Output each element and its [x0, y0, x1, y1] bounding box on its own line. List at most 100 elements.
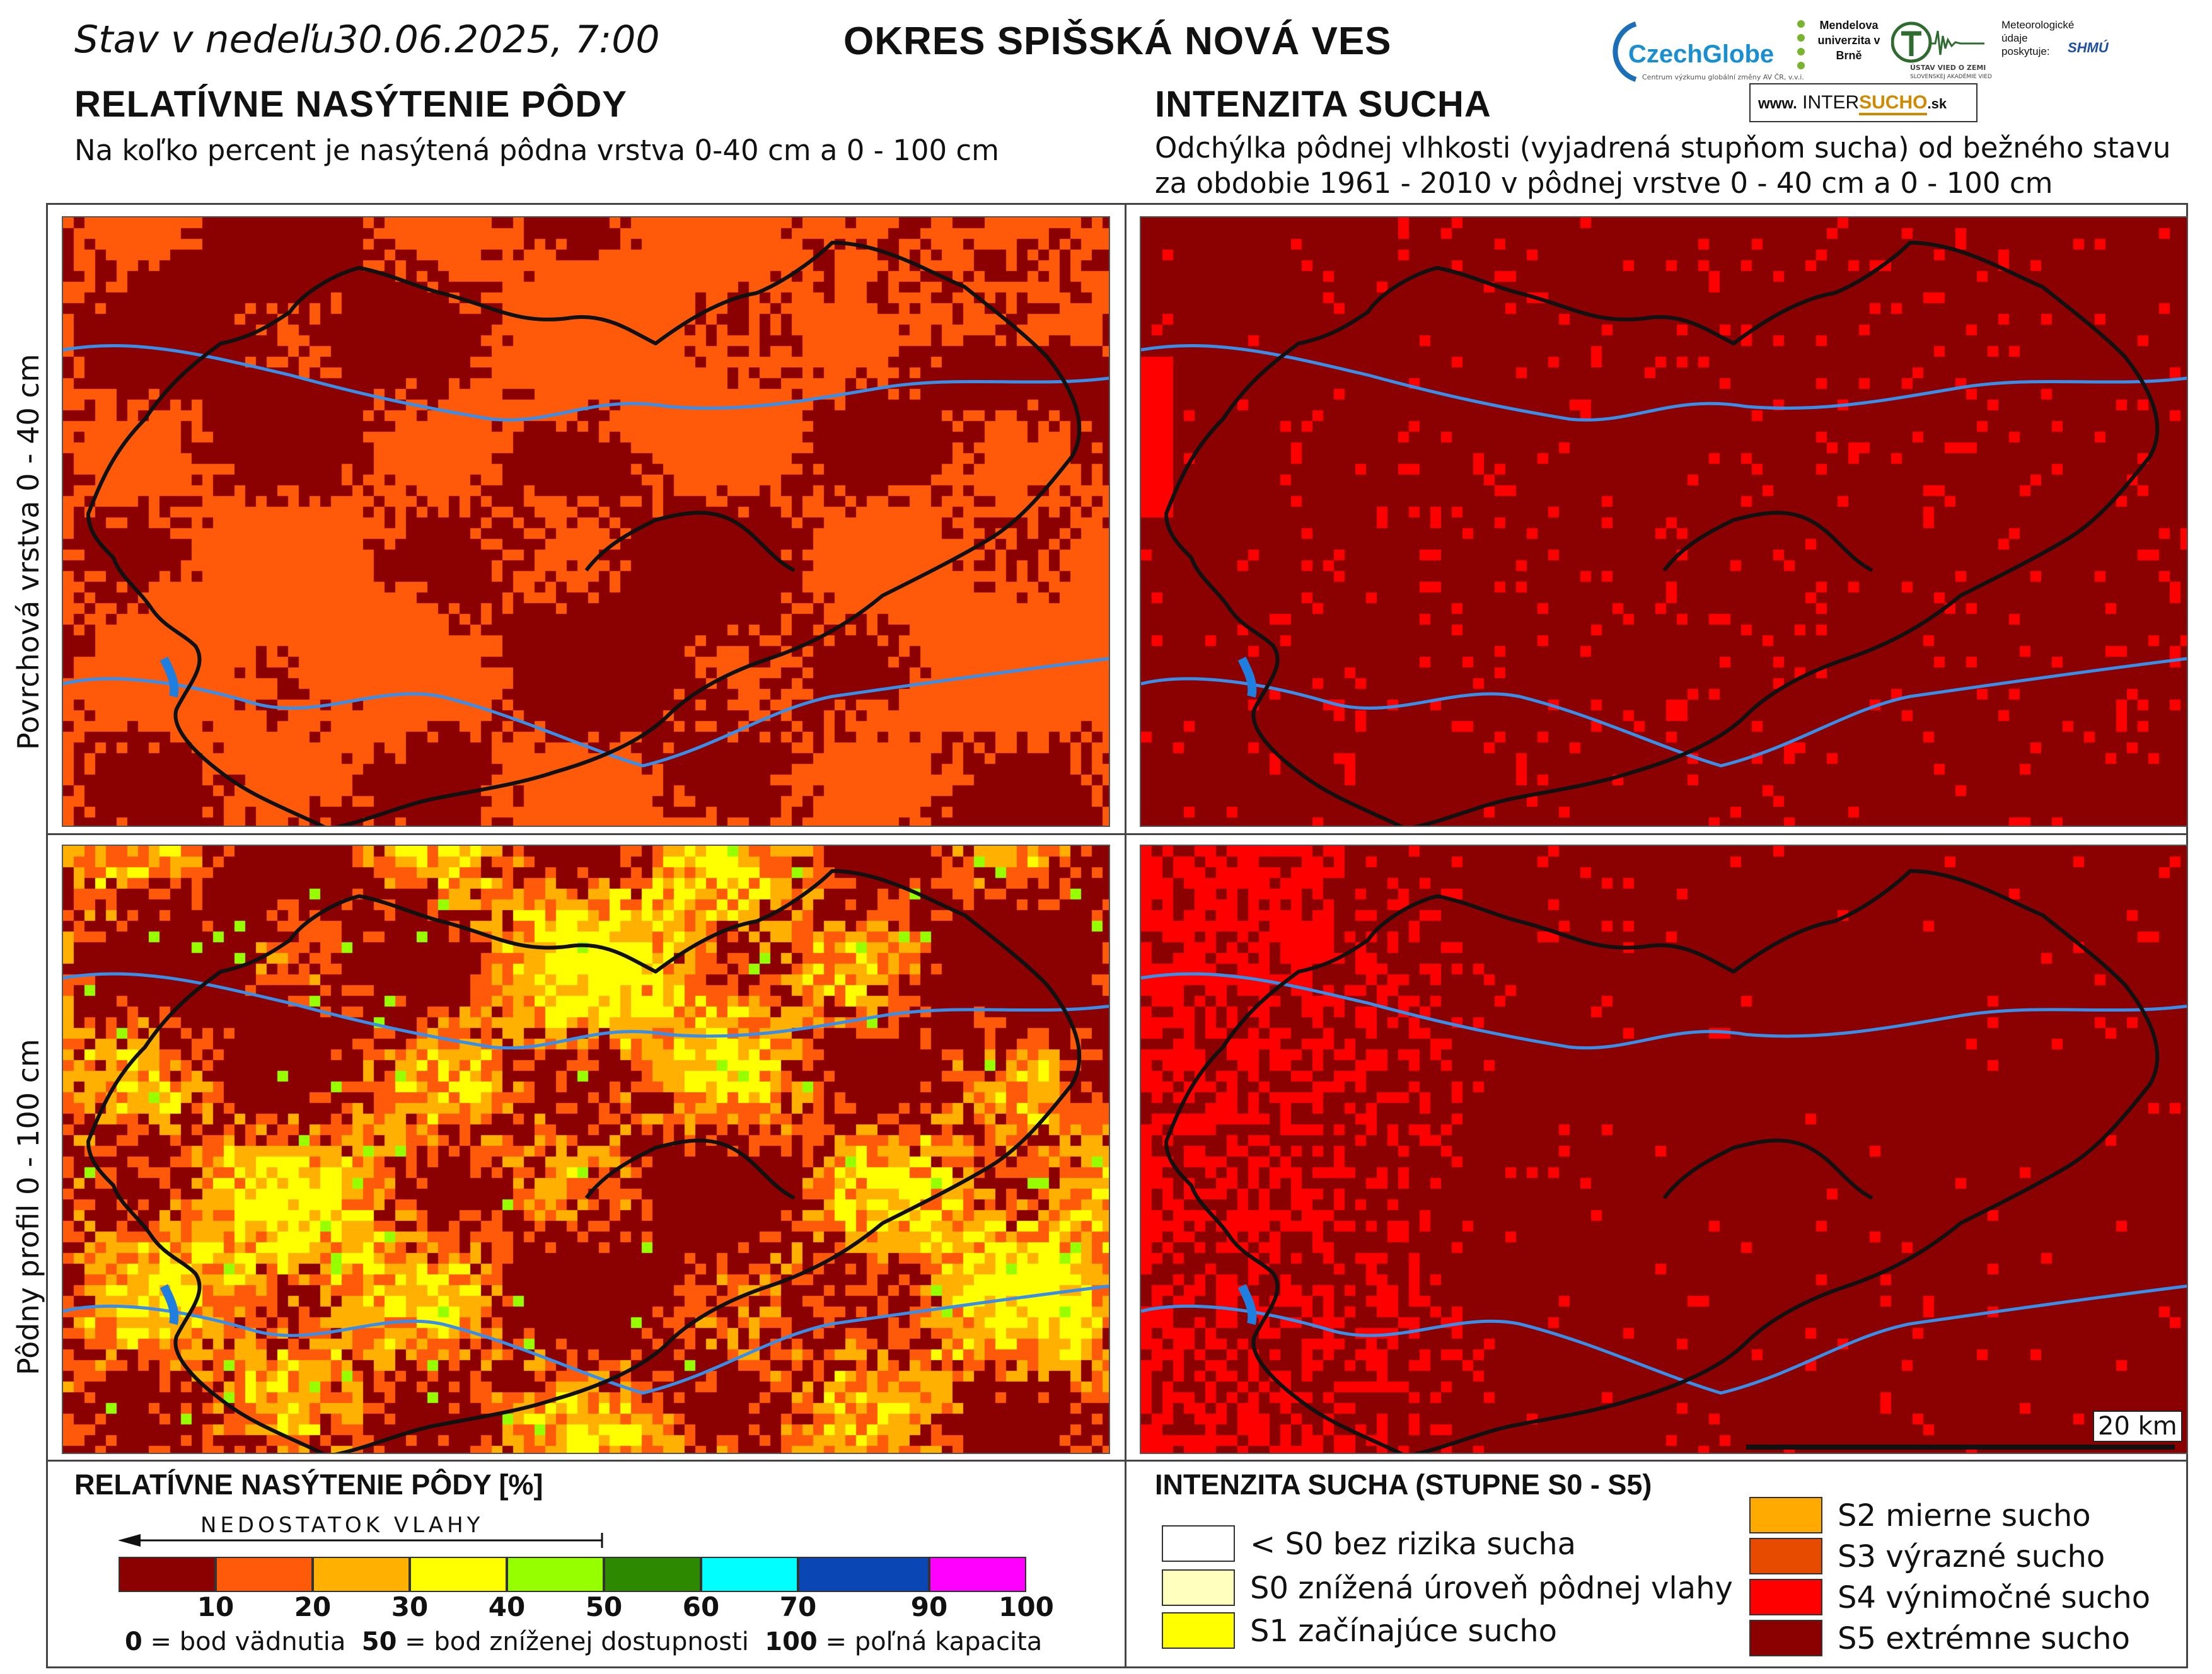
colorbar-tick: 50: [585, 1591, 623, 1622]
reservoir: [159, 1284, 179, 1325]
mendel-name: Mendelova univerzita v Brně: [1817, 19, 1880, 62]
colorbar-tick: 100: [999, 1591, 1054, 1622]
colorbar-tick: 20: [294, 1591, 332, 1622]
note-100: 100: [765, 1627, 818, 1656]
czechglobe-sub: Centrum výzkumu globální změny AV ČR, v.…: [1642, 73, 1804, 81]
colorbar-tick: 30: [391, 1591, 429, 1622]
colorbar-ticks: 10 20 30 40 50 60 70 90 100: [0, 1591, 1135, 1629]
drought-label: S0 znížená úroveň pôdnej vlahy: [1250, 1571, 1733, 1606]
reservoir: [1237, 1284, 1257, 1325]
intersucho-a: INTER: [1802, 92, 1860, 113]
right-section-subtitle-1: Odchýlka pôdnej vlhkosti (vyjadrená stup…: [1155, 131, 2171, 165]
czechglobe-name: CzechGlobe: [1628, 40, 1775, 68]
colorbar-tick: 60: [682, 1591, 720, 1622]
drought-label: S5 extrémne sucho: [1838, 1621, 2130, 1656]
shmu-logo: SHMÚ: [2068, 40, 2109, 55]
page-title: OKRES SPIŠSKÁ NOVÁ VES: [843, 20, 1392, 63]
colorbar-bin-5: [507, 1557, 604, 1592]
legend-divider: [46, 1460, 2188, 1462]
colorbar-bin-7: [701, 1557, 798, 1592]
drought-label: < S0 bez rizika sucha: [1250, 1527, 1577, 1562]
district-inner-line: [584, 1138, 796, 1200]
river-hnilec: [63, 657, 1109, 768]
czechglobe-arc-icon: [1613, 21, 1637, 82]
scale-bar: [1746, 1445, 2175, 1450]
drought-label: S4 výnimočné sucho: [1838, 1580, 2151, 1615]
colorbar-bin-9: [929, 1557, 1026, 1592]
district-boundary: [1164, 241, 2160, 826]
horizontal-divider: [46, 833, 2188, 835]
intersucho-www: www.: [1758, 95, 1797, 112]
intersucho-c: .sk: [1927, 96, 1947, 112]
colorbar-bin-8: [798, 1557, 929, 1592]
partner-logos: CzechGlobe Centrum výzkumu globální změn…: [1604, 9, 2134, 122]
drought-label: S2 mierne sucho: [1838, 1498, 2091, 1533]
district-boundary: [86, 869, 1082, 1453]
row-label-bottom: Pôdny profil 0 - 100 cm: [11, 1039, 45, 1375]
river-hnilec: [1141, 657, 2187, 768]
map-overlay-dr-top: [1141, 241, 2187, 826]
drought-swatch: [1749, 1538, 1822, 1574]
drought-swatch: [1162, 1612, 1235, 1649]
map-overlay-dr-prof: [1141, 869, 2187, 1453]
colorbar-tick: 70: [779, 1591, 817, 1622]
river-hnilec: [1141, 1284, 2187, 1395]
map-drought-topsoil: [1140, 216, 2188, 827]
uvz-seismo-icon: [1891, 21, 1984, 63]
czechglobe-logo: CzechGlobe Centrum výzkumu globální změn…: [1604, 15, 1804, 84]
district-boundary: [1164, 869, 2160, 1453]
drought-swatch: [1162, 1569, 1235, 1606]
mendel-logo: Mendelova univerzita v Brně: [1793, 15, 1913, 78]
mendel-dots-icon: [1797, 20, 1805, 69]
district-boundary: [86, 241, 1082, 826]
left-section-title: RELATÍVNE NASÝTENIE PÔDY: [74, 84, 627, 125]
note-50-text: = bod zníženej dostupnosti: [397, 1627, 749, 1656]
note-100-text: = poľná kapacita: [817, 1627, 1043, 1656]
drought-swatch: [1749, 1620, 1822, 1656]
legend-right-title: INTENZITA SUCHA (STUPNE S0 - S5): [1155, 1469, 1652, 1501]
legend-arrow-label: NEDOSTATOK VLAHY: [200, 1513, 484, 1538]
met-provider-text: Meteorologické údaje poskytuje:: [2001, 19, 2075, 57]
colorbar-bin-6: [604, 1557, 701, 1592]
legend-left-note: 0 = bod vädnutia 50 = bod zníženej dostu…: [125, 1627, 1042, 1656]
note-0-text: = bod vädnutia: [142, 1627, 346, 1656]
drought-label: S3 výrazné sucho: [1838, 1539, 2105, 1574]
river-hornad: [1141, 972, 2187, 1050]
vertical-divider: [1125, 203, 1126, 1668]
drought-swatch: [1162, 1525, 1235, 1562]
note-0: 0: [125, 1627, 142, 1656]
map-overlay-sat-top: [63, 241, 1109, 826]
colorbar-bin-1: [119, 1557, 216, 1592]
colorbar-tick: 10: [197, 1591, 235, 1622]
colorbar-bin-2: [216, 1557, 313, 1592]
drought-swatch: [1749, 1497, 1822, 1533]
colorbar-bin-4: [410, 1557, 507, 1592]
row-label-top: Povrchová vrstva 0 - 40 cm: [11, 354, 45, 750]
map-saturation-profile: [62, 845, 1110, 1454]
map-overlay-sat-prof: [63, 869, 1109, 1453]
river-hornad: [63, 972, 1109, 1050]
met-provider: Meteorologické údaje poskytuje: SHMÚ: [2001, 18, 2128, 58]
map-saturation-topsoil: [62, 216, 1110, 827]
river-hornad: [63, 344, 1109, 422]
left-section-subtitle: Na koľko percent je nasýtená pôdna vrstv…: [74, 134, 999, 167]
date-stamp: Stav v nedeľu30.06.2025, 7:00: [74, 18, 660, 62]
colorbar-bin-3: [313, 1557, 410, 1592]
scale-bar-label: 20 km: [2093, 1411, 2182, 1442]
colorbar-tick: 40: [488, 1591, 526, 1622]
reservoir: [159, 656, 179, 698]
district-inner-line: [1662, 1138, 1873, 1200]
colorbar-tick: 90: [910, 1591, 948, 1622]
river-hnilec: [63, 1284, 1109, 1395]
intersucho-logo: www. INTERSUCHO.sk: [1749, 83, 1977, 122]
uvz-logo: ÚSTAV VIED O ZEMI SLOVENSKEJ AKADÉMIE VI…: [1891, 18, 1992, 88]
note-50: 50: [361, 1627, 397, 1656]
district-inner-line: [1662, 511, 1873, 572]
right-section-subtitle-2: za obdobie 1961 - 2010 v pôdnej vrstve 0…: [1155, 166, 2053, 200]
drought-label: S1 začínajúce sucho: [1250, 1613, 1557, 1649]
reservoir: [1237, 656, 1257, 698]
right-section-title: INTENZITA SUCHA: [1155, 84, 1491, 125]
district-inner-line: [584, 511, 796, 572]
date-prefix: Stav v nedeľu: [74, 18, 335, 62]
drought-swatch: [1749, 1579, 1822, 1615]
